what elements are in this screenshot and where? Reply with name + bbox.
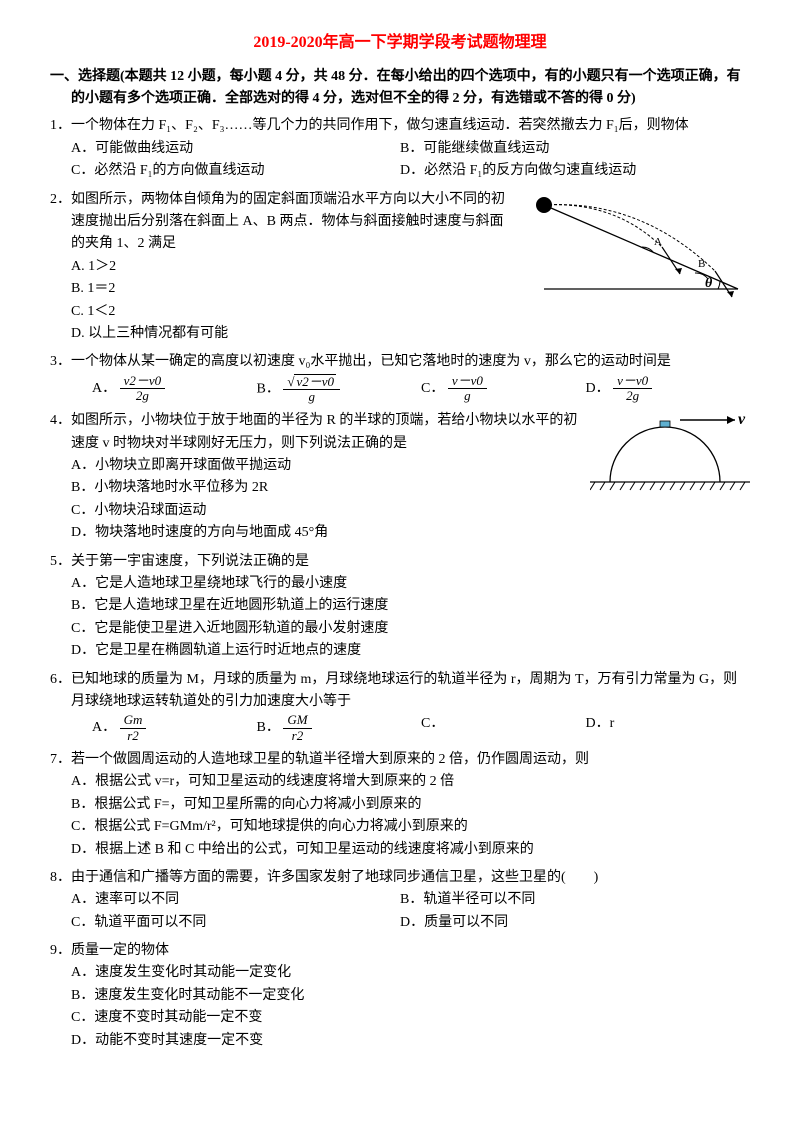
q3-opt-d: D． v－v02g [586, 374, 751, 405]
q5-opt-a: A．它是人造地球卫星绕地球飞行的最小速度 [92, 573, 750, 595]
q3-a-num: v2－v0 [120, 374, 166, 389]
hemisphere-figure: v [590, 410, 750, 495]
q6-opt-d: D．r [586, 713, 751, 743]
q3-d-den: 2g [613, 389, 652, 403]
q6-b-label: B． [257, 720, 280, 735]
q3-c-num: v－v0 [448, 374, 487, 389]
q3-num: 3． [50, 354, 71, 369]
q3-opt-b: B． √v2－v0g [257, 374, 422, 405]
q6-text: 已知地球的质量为 M，月球的质量为 m，月球绕地球运行的轨道半径为 r，周期为 … [71, 672, 737, 709]
q9-text: 质量一定的物体 [71, 943, 169, 958]
q7-opt-d: D．根据上述 B 和 C 中给出的公式，可知卫星运动的线速度将减小到原来的 [92, 839, 750, 861]
q6-opt-a: A． Gmr2 [92, 713, 257, 743]
question-9: 9．质量一定的物体 A．速度发生变化时其动能一定变化 B．速度发生变化时其动能不… [50, 940, 750, 1052]
q3-b-label: B． [257, 381, 280, 396]
question-4: v 4．如图所示，小物块位于放于地面的半径为 R 的半球的顶端，若给小物块以水平… [50, 410, 750, 544]
q5-opt-c: C．它是能使卫星进入近地圆形轨道的最小发射速度 [92, 618, 750, 640]
q3-text: 一个物体从某一确定的高度以初速度 v₀水平抛出，已知它落地时的速度为 v，那么它… [71, 354, 671, 369]
q7-opt-b: B．根据公式 F=，可知卫星所需的向心力将减小到原来的 [92, 794, 750, 816]
q3-b-den: g [283, 390, 340, 404]
q2-opt-c: C. 1＜2 [92, 301, 750, 323]
question-3: 3．一个物体从某一确定的高度以初速度 v₀水平抛出，已知它落地时的速度为 v，那… [50, 351, 750, 404]
q4-num: 4． [50, 413, 71, 428]
q4-opt-c: C．小物块沿球面运动 [92, 500, 750, 522]
q3-c-den: g [448, 389, 487, 403]
q3-b-num: √v2－v0 [283, 374, 340, 390]
q8-text: 由于通信和广播等方面的需要，许多国家发射了地球同步通信卫星，这些卫星的( ) [71, 870, 598, 885]
q2-opt-d: D. 以上三种情况都有可能 [92, 323, 750, 345]
q6-b-num: GM [283, 713, 311, 728]
question-5: 5．关于第一宇宙速度，下列说法正确的是 A．它是人造地球卫星绕地球飞行的最小速度… [50, 551, 750, 663]
question-1: 1．一个物体在力 F₁、F₂、F₃……等几个力的共同作用下，做匀速直线运动．若突… [50, 115, 750, 182]
q6-num: 6． [50, 672, 71, 687]
section-header: 一、选择题(本题共 12 小题，每小题 4 分，共 48 分．在每小给出的四个选… [50, 66, 750, 111]
q6-opt-b: B． GMr2 [257, 713, 422, 743]
q4-opt-d: D．物块落地时速度的方向与地面成 45°角 [92, 522, 750, 544]
label-v: v [738, 411, 746, 428]
q9-opt-a: A．速度发生变化时其动能一定变化 [92, 962, 750, 984]
q1-text: 一个物体在力 F₁、F₂、F₃……等几个力的共同作用下，做匀速直线运动．若突然撤… [71, 118, 689, 133]
q7-text: 若一个做圆周运动的人造地球卫星的轨道半径增大到原来的 2 倍，仍作圆周运动，则 [71, 752, 589, 767]
q8-num: 8． [50, 870, 71, 885]
incline-figure: A B θ [520, 189, 750, 299]
q7-opt-c: C．根据公式 F=GMm/r²，可知地球提供的向心力将减小到原来的 [92, 816, 750, 838]
exam-title: 2019-2020年高一下学期学段考试题物理理 [50, 30, 750, 56]
question-2: A B θ 2．如图所示，两物体自倾角为的固定斜面顶端沿水平方向以大小不同的初速… [50, 189, 750, 346]
label-A: A [654, 236, 662, 248]
q3-opt-a: A． v2－v02g [92, 374, 257, 405]
q3-d-label: D． [586, 381, 610, 396]
q3-c-label: C． [421, 381, 444, 396]
q9-opt-c: C．速度不变时其动能一定不变 [92, 1007, 750, 1029]
q5-num: 5． [50, 554, 71, 569]
q7-num: 7． [50, 752, 71, 767]
q1-opt-c: C．必然沿 F₁的方向做直线运动 [92, 160, 421, 182]
label-theta: θ [705, 276, 713, 291]
q1-opt-a: A．可能做曲线运动 [92, 138, 421, 160]
q9-num: 9． [50, 943, 71, 958]
q8-opt-a: A．速率可以不同 [92, 889, 421, 911]
q4-text: 如图所示，小物块位于放于地面的半径为 R 的半球的顶端，若给小物块以水平的初速度… [71, 413, 577, 450]
q1-opt-d: D．必然沿 F₁的反方向做匀速直线运动 [421, 160, 750, 182]
q8-opt-c: C．轨道平面可以不同 [92, 912, 421, 934]
label-B: B [698, 258, 705, 270]
q6-a-num: Gm [120, 713, 147, 728]
q3-a-den: 2g [120, 389, 166, 403]
question-7: 7．若一个做圆周运动的人造地球卫星的轨道半径增大到原来的 2 倍，仍作圆周运动，… [50, 749, 750, 861]
q7-opt-a: A．根据公式 v=r，可知卫星运动的线速度将增大到原来的 2 倍 [92, 771, 750, 793]
q6-b-den: r2 [283, 729, 311, 743]
q3-a-label: A． [92, 381, 116, 396]
q2-text: 如图所示，两物体自倾角为的固定斜面顶端沿水平方向以大小不同的初速度抛出后分别落在… [71, 192, 505, 252]
q8-opt-d: D．质量可以不同 [421, 912, 750, 934]
q5-opt-b: B．它是人造地球卫星在近地圆形轨道上的运行速度 [92, 595, 750, 617]
q6-opt-c: C． [421, 713, 586, 743]
q2-num: 2． [50, 192, 71, 207]
question-8: 8．由于通信和广播等方面的需要，许多国家发射了地球同步通信卫星，这些卫星的( )… [50, 867, 750, 934]
q3-d-num: v－v0 [613, 374, 652, 389]
q1-num: 1． [50, 118, 71, 133]
q9-opt-b: B．速度发生变化时其动能不一定变化 [92, 985, 750, 1007]
q6-a-den: r2 [120, 729, 147, 743]
q8-opt-b: B．轨道半径可以不同 [421, 889, 750, 911]
q9-opt-d: D．动能不变时其速度一定不变 [92, 1030, 750, 1052]
q6-a-label: A． [92, 720, 116, 735]
q5-text: 关于第一宇宙速度，下列说法正确的是 [71, 554, 309, 569]
question-6: 6．已知地球的质量为 M，月球的质量为 m，月球绕地球运行的轨道半径为 r，周期… [50, 669, 750, 743]
q3-opt-c: C． v－v0g [421, 374, 586, 405]
q5-opt-d: D．它是卫星在椭圆轨道上运行时近地点的速度 [92, 640, 750, 662]
q1-opt-b: B．可能继续做直线运动 [421, 138, 750, 160]
